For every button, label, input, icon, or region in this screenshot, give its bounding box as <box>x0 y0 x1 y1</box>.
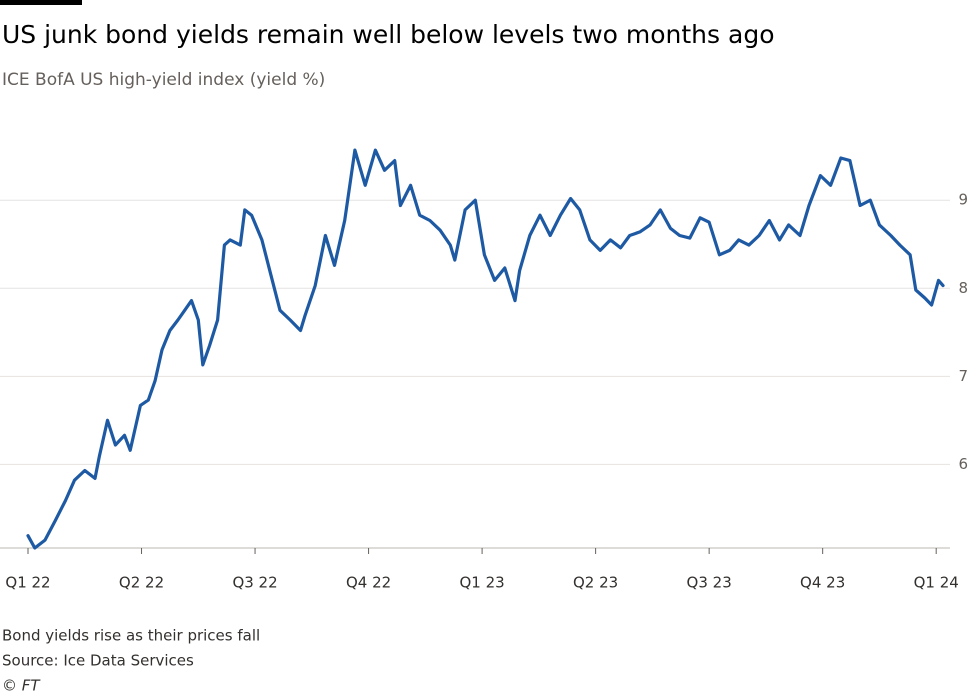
line-series <box>26 148 945 550</box>
x-tick-label: Q4 23 <box>800 574 845 592</box>
x-tick-label: Q3 22 <box>232 574 277 592</box>
x-tick-label: Q1 22 <box>5 574 50 592</box>
brand-bar <box>0 0 82 5</box>
plot-area: 6 7 8 9 Q1 22 Q2 22 Q3 22 Q4 22 Q1 23 Q2 23 Q3 23 Q… <box>0 148 968 592</box>
note: Bond yields rise as their prices fall <box>2 627 260 645</box>
x-tick-label: Q4 22 <box>346 574 391 592</box>
y-tick-label: 9 <box>958 191 968 209</box>
y-tick-label: 6 <box>958 455 968 473</box>
x-tick-label: Q3 23 <box>687 574 732 592</box>
chart-title: US junk bond yields remain well below le… <box>2 20 775 49</box>
y-tick-label: 8 <box>958 279 968 297</box>
x-tick-label: Q1 23 <box>459 574 504 592</box>
x-tick-label: Q1 24 <box>914 574 959 592</box>
chart-subtitle: ICE BofA US high-yield index (yield %) <box>2 70 325 90</box>
x-tick-label: Q2 23 <box>573 574 618 592</box>
y-tick-label: 7 <box>958 367 968 385</box>
source: Source: Ice Data Services <box>2 652 194 670</box>
credit: © FT <box>2 677 41 695</box>
x-tick-label: Q2 22 <box>119 574 164 592</box>
